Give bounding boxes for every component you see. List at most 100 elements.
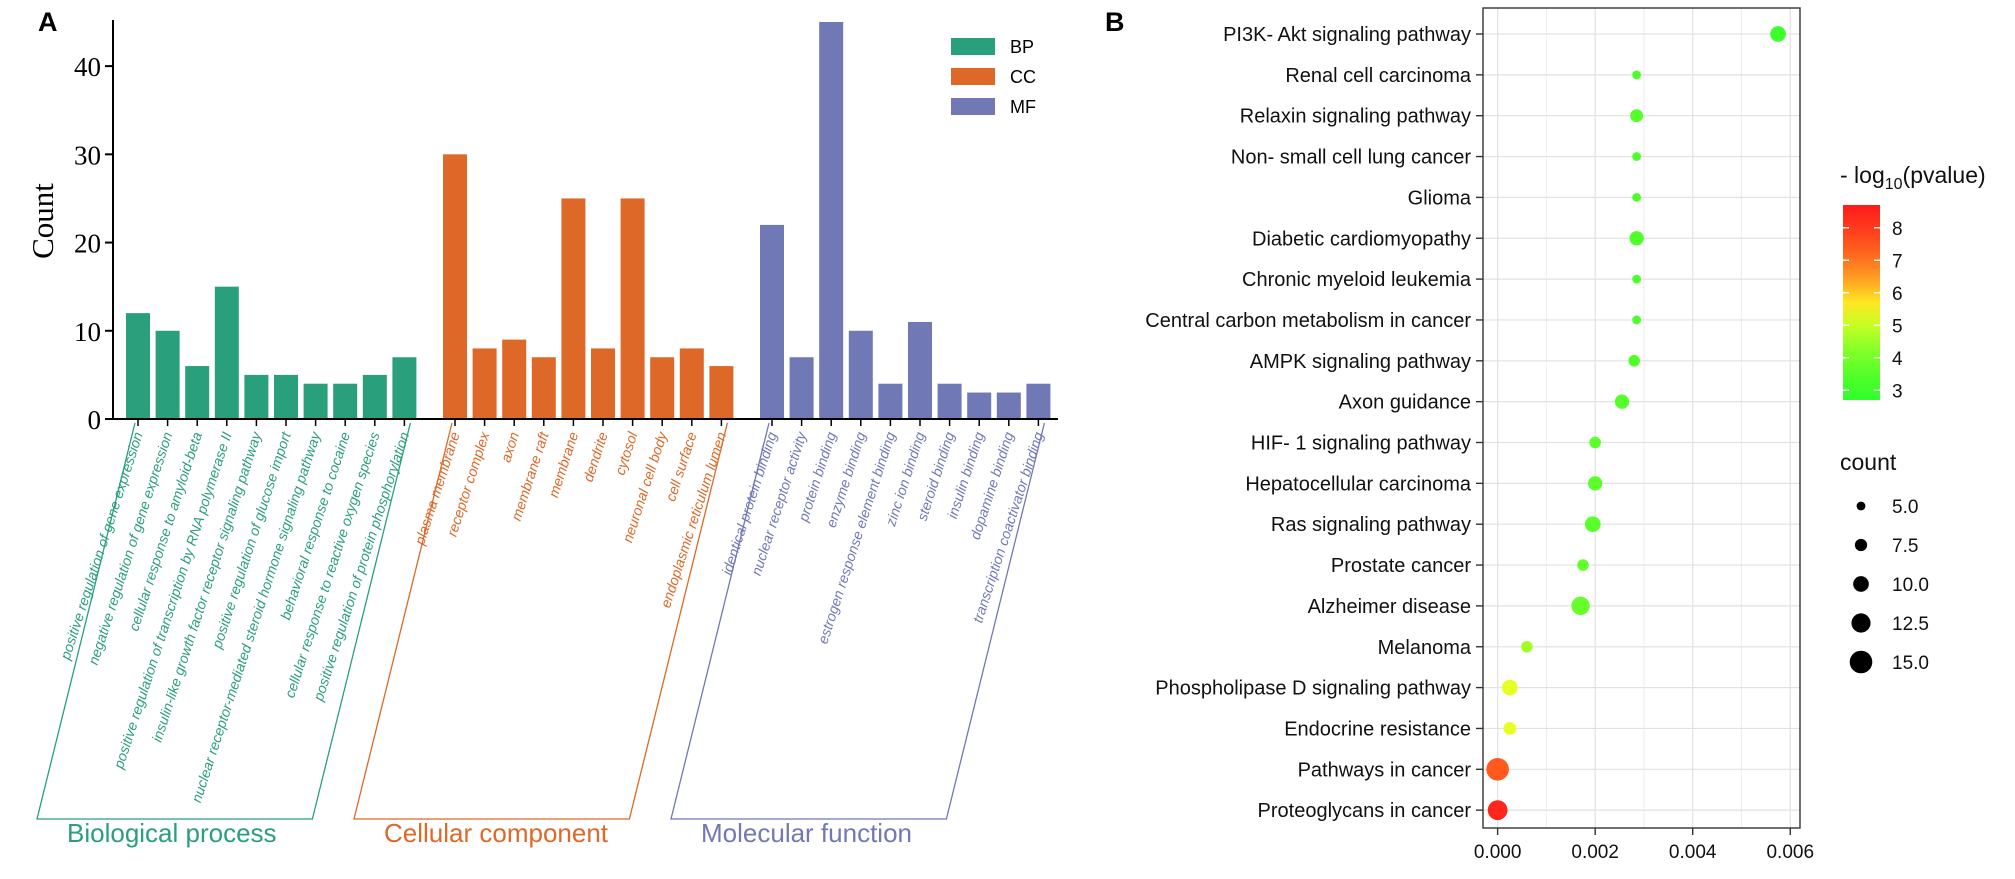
bar-cc bbox=[709, 366, 734, 419]
pathway-label: Renal cell carcinoma bbox=[1285, 65, 1472, 87]
pathway-dot bbox=[1584, 516, 1601, 533]
color-tick-label: 7 bbox=[1892, 251, 1903, 272]
category-label: axon bbox=[498, 430, 523, 464]
pathway-label: PI3K- Akt signaling pathway bbox=[1223, 24, 1471, 46]
size-legend-dot bbox=[1854, 538, 1868, 552]
pathway-label: Chronic myeloid leukemia bbox=[1242, 269, 1472, 291]
x-tick-label: 0.002 bbox=[1571, 842, 1619, 863]
color-bar bbox=[1843, 205, 1880, 400]
pathway-dot bbox=[1614, 394, 1630, 409]
pathway-dot bbox=[1629, 231, 1644, 246]
bar-cc bbox=[472, 348, 497, 419]
pathway-dot bbox=[1571, 596, 1590, 616]
pathway-label: Proteoglycans in cancer bbox=[1258, 800, 1472, 822]
bar-mf bbox=[1026, 383, 1051, 419]
pathway-label: Axon guidance bbox=[1339, 392, 1471, 414]
color-tick-label: 4 bbox=[1892, 349, 1903, 370]
pathway-dot bbox=[1632, 315, 1642, 325]
group-bracket-cc bbox=[353, 422, 729, 820]
size-legend-dot bbox=[1851, 613, 1871, 633]
x-tick-label: 0.004 bbox=[1669, 842, 1717, 863]
bar-cc bbox=[531, 357, 556, 419]
y-tick-label: 0 bbox=[88, 405, 102, 435]
bar-cc bbox=[620, 198, 645, 419]
pathway-dot bbox=[1589, 436, 1601, 449]
size-legend-label: 7.5 bbox=[1892, 536, 1918, 557]
bar-bp bbox=[274, 374, 298, 419]
kegg-dot-chart: PI3K- Akt signaling pathway Renal cell ca… bbox=[1145, 7, 1986, 863]
group-label-mf: Molecular function bbox=[701, 818, 912, 848]
bar-mf bbox=[819, 22, 844, 419]
group-bracket-mf bbox=[670, 422, 1046, 820]
pathway-label: Diabetic cardiomyopathy bbox=[1252, 228, 1471, 250]
bar-mf bbox=[760, 224, 784, 419]
pathway-label: Alzheimer disease bbox=[1308, 596, 1471, 618]
color-tick-label: 3 bbox=[1892, 381, 1903, 402]
category-label: dendrite bbox=[581, 430, 612, 484]
pathway-label: Relaxin signaling pathway bbox=[1240, 106, 1471, 128]
color-tick-label: 8 bbox=[1892, 219, 1903, 240]
pathway-label: Non- small cell lung cancer bbox=[1231, 147, 1471, 169]
pathway-dot bbox=[1770, 26, 1786, 42]
legend-label-cc: CC bbox=[1010, 67, 1036, 87]
bar-bp bbox=[185, 366, 210, 419]
x-tick-label: 0.000 bbox=[1474, 842, 1522, 863]
bar-bp bbox=[303, 383, 328, 419]
pathway-label: Ras signaling pathway bbox=[1271, 514, 1471, 536]
group-label-bp: Biological process bbox=[67, 818, 277, 848]
bar-bp bbox=[214, 286, 239, 419]
y-tick-label: 40 bbox=[74, 52, 101, 82]
pathway-dot bbox=[1632, 193, 1642, 202]
bar-chart-y-axis-title: Count bbox=[25, 183, 60, 259]
y-tick-label: 10 bbox=[74, 317, 101, 347]
bar-mf bbox=[789, 357, 814, 419]
pathway-dot bbox=[1632, 152, 1642, 161]
pathway-label: Phospholipase D signaling pathway bbox=[1155, 678, 1471, 700]
bar-mf bbox=[937, 383, 962, 419]
pathway-dot bbox=[1503, 721, 1517, 735]
legend-label-mf: MF bbox=[1010, 97, 1036, 117]
pathway-label: Hepatocellular carcinoma bbox=[1245, 473, 1472, 495]
y-tick-label: 30 bbox=[74, 140, 101, 170]
bar-bp bbox=[155, 330, 180, 419]
pathway-label: Prostate cancer bbox=[1331, 555, 1471, 577]
bar-mf bbox=[848, 330, 873, 419]
dot-plot-border bbox=[1482, 7, 1801, 829]
bar-bp bbox=[362, 374, 387, 419]
bar-cc bbox=[650, 357, 675, 419]
bar-cc bbox=[443, 154, 467, 420]
pathway-label: Melanoma bbox=[1378, 637, 1472, 659]
legend-swatch-bp bbox=[951, 38, 995, 55]
panel-label-a: A bbox=[38, 7, 58, 37]
pathway-dot bbox=[1577, 559, 1589, 571]
color-tick-label: 6 bbox=[1892, 284, 1903, 305]
bar-mf bbox=[908, 321, 932, 419]
legend-swatch-cc bbox=[951, 68, 995, 85]
size-legend-dot bbox=[1849, 650, 1873, 674]
bar-cc bbox=[561, 198, 586, 419]
pathway-label: Central carbon metabolism in cancer bbox=[1145, 310, 1471, 332]
size-legend-title: count bbox=[1840, 449, 1897, 475]
bar-bp bbox=[244, 374, 269, 419]
pathway-dot bbox=[1632, 274, 1642, 284]
bar-cc bbox=[502, 339, 527, 419]
dot-plot-area bbox=[1483, 8, 1800, 828]
color-tick-label: 5 bbox=[1892, 316, 1903, 337]
pathway-label: Pathways in cancer bbox=[1298, 759, 1472, 781]
size-legend-label: 15.0 bbox=[1892, 653, 1929, 674]
legend-swatch-mf bbox=[951, 98, 995, 115]
bar-mf bbox=[967, 392, 992, 419]
pathway-label: Endocrine resistance bbox=[1284, 718, 1471, 740]
pathway-dot bbox=[1521, 640, 1533, 653]
color-legend-title: - log10(pvalue) bbox=[1840, 162, 1986, 193]
legend-label-bp: BP bbox=[1010, 37, 1034, 57]
size-legend-dot bbox=[1853, 576, 1869, 592]
pathway-dot bbox=[1632, 70, 1642, 80]
bar-bp bbox=[333, 383, 358, 419]
y-tick-label: 20 bbox=[74, 229, 101, 259]
pathway-label: Glioma bbox=[1408, 187, 1472, 209]
x-tick-label: 0.006 bbox=[1766, 842, 1814, 863]
group-label-cc: Cellular component bbox=[384, 818, 609, 848]
pathway-dot bbox=[1487, 800, 1508, 821]
